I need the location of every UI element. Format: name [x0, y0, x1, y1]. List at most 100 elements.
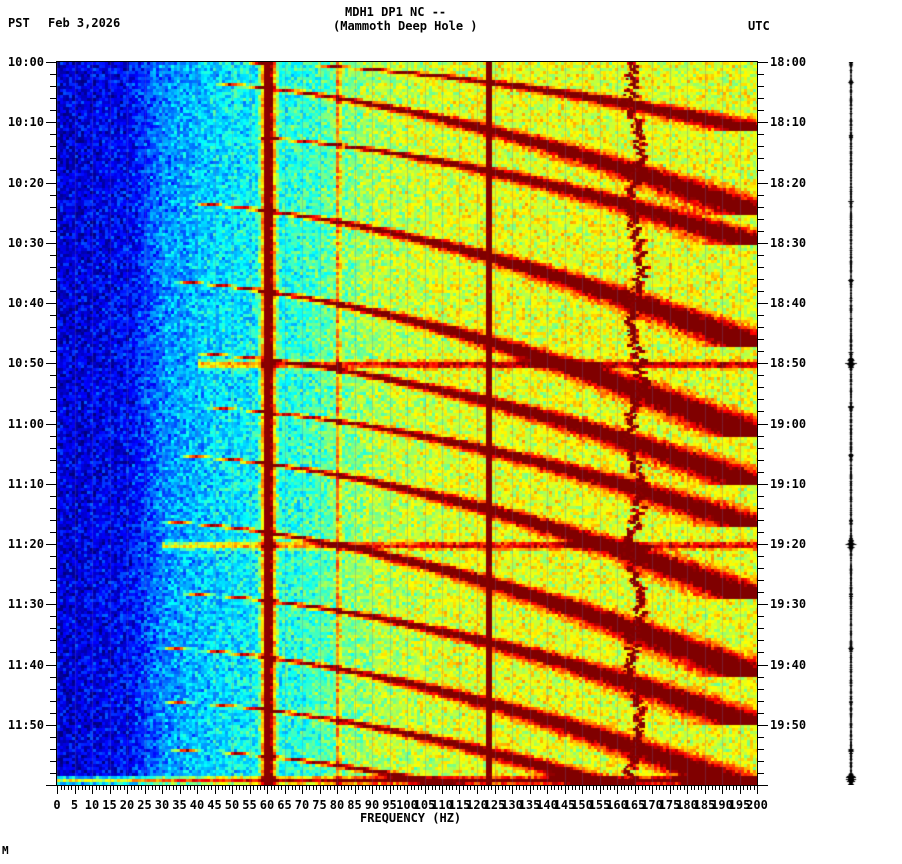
- time-tick-left: [50, 761, 56, 762]
- frequency-tick: [264, 785, 265, 790]
- frequency-tick: [617, 785, 618, 794]
- frequency-tick: [222, 785, 223, 790]
- frequency-tick-label: 20: [119, 798, 135, 812]
- frequency-tick: [64, 785, 65, 790]
- frequency-tick: [131, 785, 132, 790]
- frequency-tick-label: 35: [172, 798, 187, 812]
- time-tick-right: [758, 713, 764, 714]
- frequency-tick: [225, 785, 226, 790]
- time-tick-right: [758, 592, 764, 593]
- frequency-tick: [117, 785, 118, 790]
- frequency-tick: [330, 785, 331, 790]
- frequency-tick: [435, 785, 436, 790]
- time-label-utc: 19:50: [770, 717, 807, 732]
- frequency-tick: [194, 785, 195, 790]
- time-tick-left: [50, 713, 56, 714]
- frequency-tick: [701, 785, 702, 790]
- seismogram-canvas: [836, 62, 866, 785]
- time-tick-right: [758, 701, 764, 702]
- frequency-tick: [141, 785, 142, 790]
- frequency-tick: [614, 785, 615, 790]
- frequency-tick: [292, 785, 293, 790]
- time-tick-right: [758, 616, 764, 617]
- frequency-tick: [509, 785, 510, 790]
- frequency-tick: [306, 785, 307, 790]
- frequency-tick-label: 110: [431, 798, 453, 812]
- frequency-tick: [470, 785, 471, 790]
- time-tick-right: [758, 303, 768, 304]
- frequency-tick: [505, 785, 506, 790]
- time-tick-right: [758, 98, 764, 99]
- time-label-pst: 10:00: [7, 55, 44, 69]
- frequency-tick: [589, 785, 590, 790]
- time-tick-left: [46, 604, 56, 605]
- frequency-tick: [456, 785, 457, 790]
- x-axis-title: FREQUENCY (HZ): [360, 811, 462, 825]
- time-tick-right: [758, 375, 764, 376]
- frequency-tick: [313, 785, 314, 790]
- frequency-tick: [537, 785, 538, 790]
- frequency-tick-label: 165: [623, 798, 646, 812]
- frequency-tick: [565, 785, 566, 794]
- time-tick-right: [758, 689, 764, 690]
- time-tick-right: [758, 387, 764, 388]
- frequency-tick: [750, 785, 751, 790]
- frequency-tick: [316, 785, 317, 790]
- frequency-tick: [446, 785, 447, 790]
- frequency-tick: [180, 785, 181, 794]
- time-tick-right: [758, 146, 764, 147]
- frequency-tick: [488, 785, 489, 790]
- frequency-tick: [680, 785, 681, 790]
- time-tick-left: [50, 580, 56, 581]
- frequency-tick-label: 100: [396, 798, 418, 812]
- time-tick-left: [50, 315, 56, 316]
- frequency-tick: [523, 785, 524, 790]
- time-label-pst: 10:10: [7, 115, 44, 130]
- frequency-tick: [607, 785, 608, 790]
- corner-mark-label: M: [2, 844, 9, 857]
- frequency-tick-label: 200: [746, 798, 768, 812]
- axis-left-line: [56, 62, 57, 785]
- frequency-tick: [687, 785, 688, 794]
- time-tick-left: [50, 701, 56, 702]
- time-tick-right: [758, 122, 768, 123]
- frequency-tick: [691, 785, 692, 790]
- time-tick-right: [758, 315, 764, 316]
- time-tick-right: [758, 737, 764, 738]
- time-tick-right: [758, 339, 764, 340]
- time-tick-right: [758, 110, 764, 111]
- time-tick-left: [50, 737, 56, 738]
- frequency-tick: [281, 785, 282, 790]
- frequency-tick-label: 175: [658, 798, 681, 812]
- frequency-tick: [484, 785, 485, 790]
- frequency-tick: [246, 785, 247, 790]
- frequency-tick-label: 115: [448, 798, 471, 812]
- frequency-tick-label: 65: [277, 798, 292, 812]
- frequency-tick: [344, 785, 345, 790]
- frequency-tick: [558, 785, 559, 790]
- time-tick-left: [50, 460, 56, 461]
- frequency-tick: [638, 785, 639, 790]
- time-tick-left: [46, 122, 56, 123]
- seismogram-trace: [836, 62, 866, 785]
- frequency-tick: [278, 785, 279, 790]
- frequency-tick: [593, 785, 594, 790]
- frequency-tick-label: 160: [606, 798, 628, 812]
- time-tick-left: [50, 508, 56, 509]
- frequency-tick: [740, 785, 741, 794]
- axis-right-line: [757, 62, 758, 785]
- frequency-tick: [341, 785, 342, 790]
- time-tick-left: [50, 387, 56, 388]
- frequency-tick: [708, 785, 709, 790]
- frequency-tick: [512, 785, 513, 794]
- frequency-tick: [418, 785, 419, 790]
- time-tick-left: [46, 725, 56, 726]
- frequency-tick: [106, 785, 107, 790]
- frequency-tick: [127, 785, 128, 794]
- time-tick-right: [758, 158, 764, 159]
- time-tick-left: [50, 110, 56, 111]
- time-tick-right: [758, 761, 764, 762]
- frequency-tick-label: 70: [294, 798, 310, 812]
- frequency-tick: [334, 785, 335, 790]
- frequency-tick: [162, 785, 163, 794]
